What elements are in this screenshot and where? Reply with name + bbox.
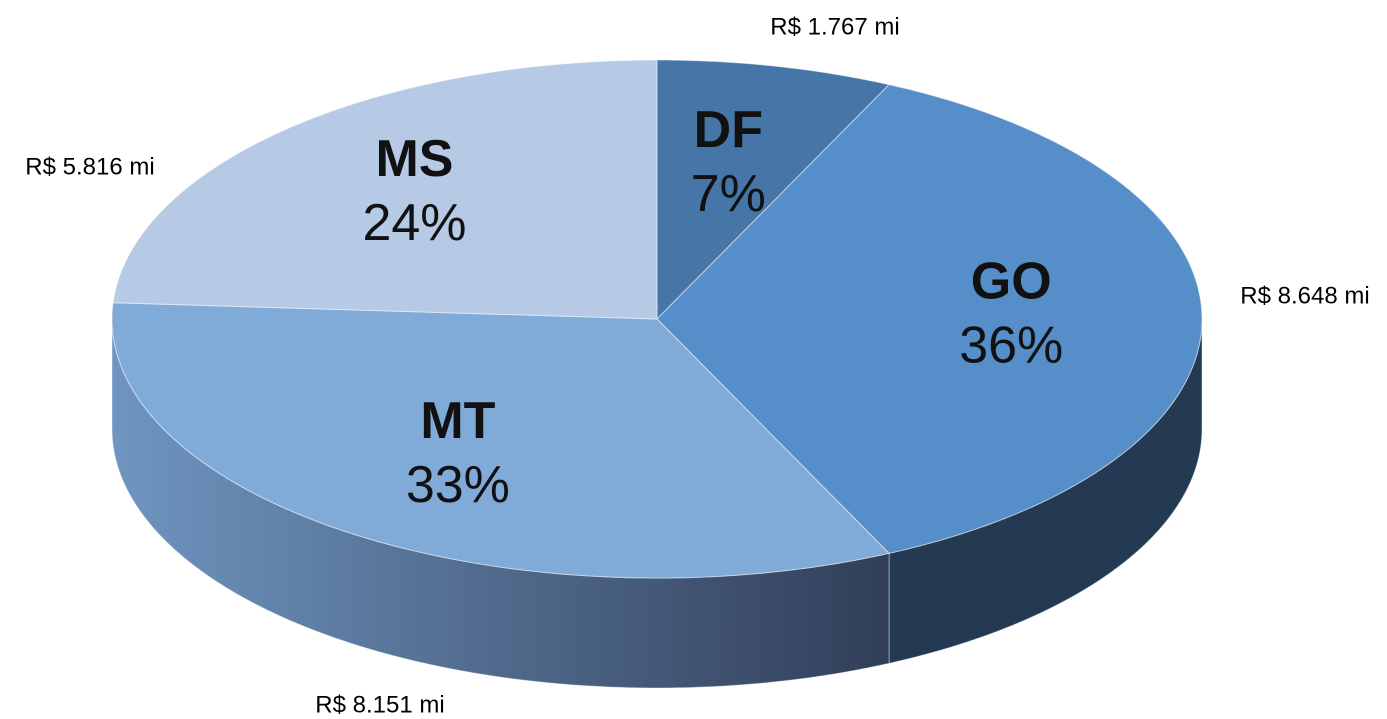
amount-label: R$ 8.648 mi (1240, 282, 1369, 309)
pie-slice (656, 59, 891, 321)
slice-percent: 33% (406, 456, 510, 514)
slice-name: DF (694, 101, 763, 159)
slice-percent: 24% (362, 194, 466, 252)
amount-label: R$ 8.151 mi (315, 691, 444, 718)
slice-name: MS (375, 130, 453, 188)
pie-slice (111, 302, 891, 579)
amount-label: R$ 1.767 mi (770, 13, 899, 40)
slice-percent: 7% (691, 165, 766, 223)
pie-slice (656, 84, 1203, 554)
slice-name: GO (971, 253, 1052, 311)
amount-label: R$ 5.816 mi (25, 153, 154, 180)
pie-slice (112, 59, 658, 320)
slice-percent: 36% (959, 317, 1063, 375)
slice-name: MT (420, 392, 495, 450)
